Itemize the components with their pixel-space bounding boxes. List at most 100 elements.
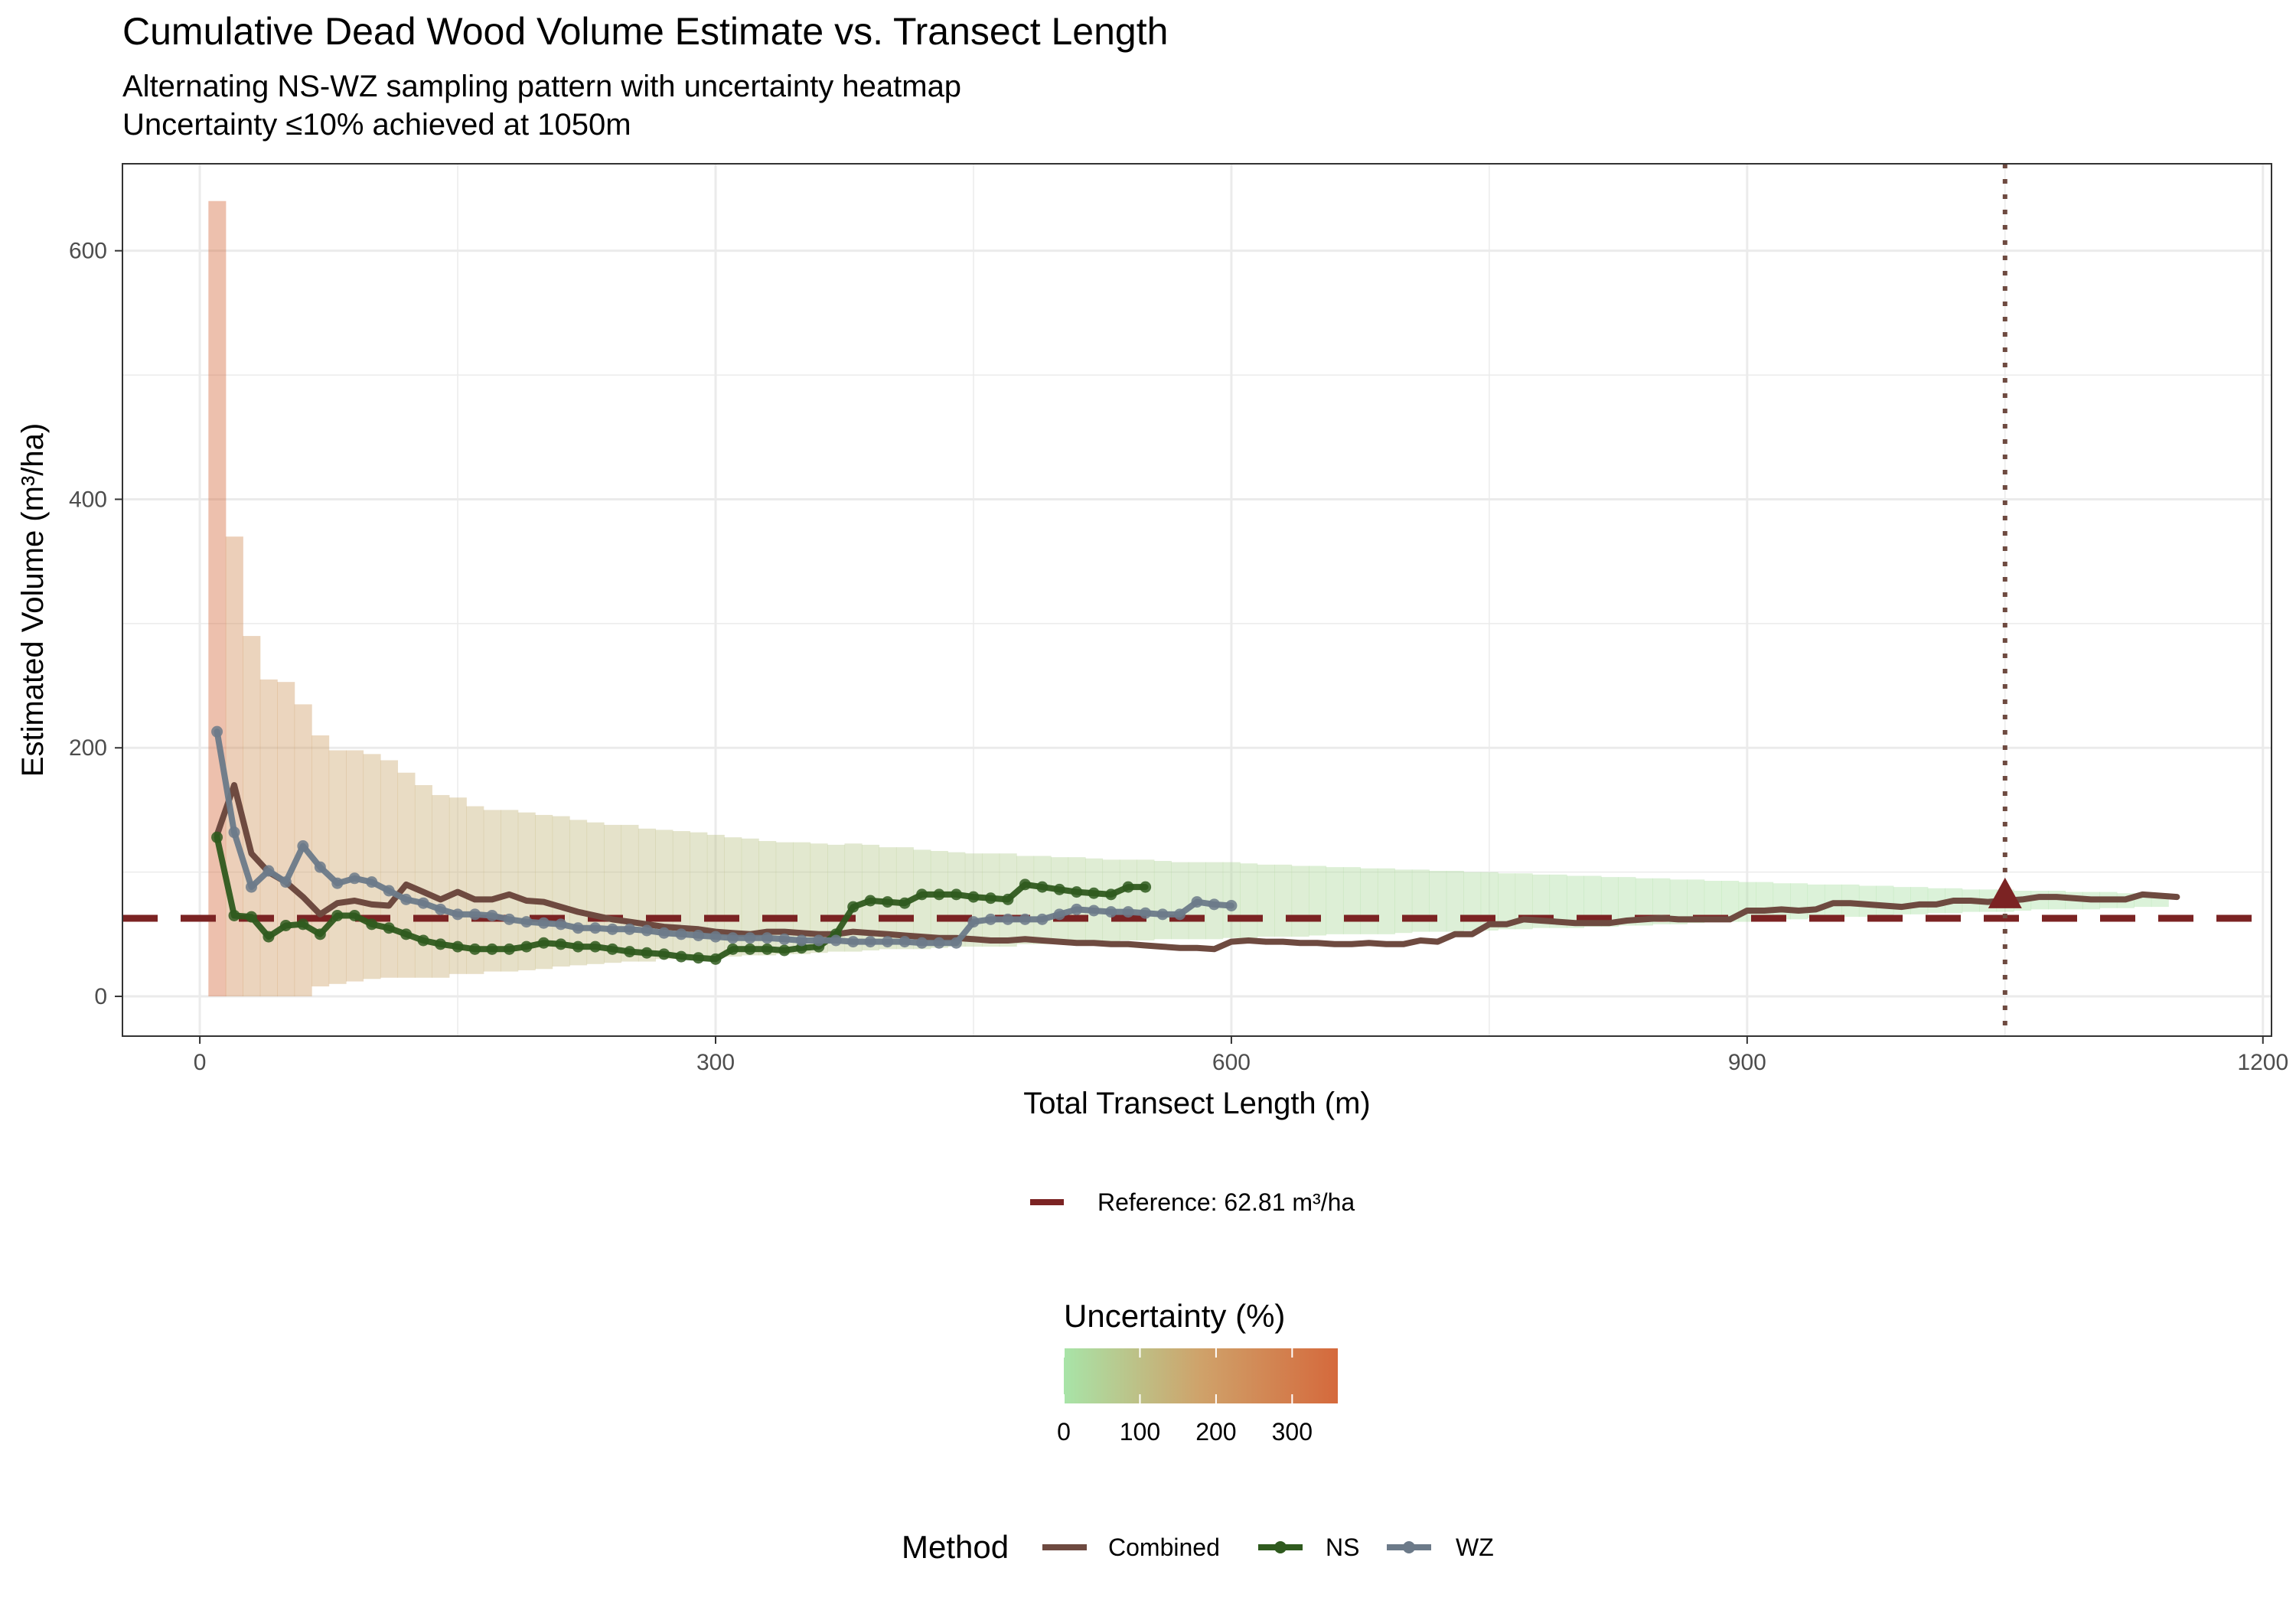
series-point-ns bbox=[916, 888, 928, 901]
uncertainty-bar bbox=[414, 784, 432, 978]
colorbar-tick-label: 200 bbox=[1195, 1418, 1236, 1446]
reference-legend: Reference: 62.81 m³/ha bbox=[1030, 1188, 1355, 1216]
uncertainty-bar bbox=[380, 760, 399, 978]
x-tick-label: 1200 bbox=[2237, 1050, 2288, 1075]
uncertainty-bar bbox=[1583, 875, 1602, 927]
series-point-wz bbox=[951, 937, 963, 949]
series-point-ns bbox=[624, 946, 636, 958]
series-point-wz bbox=[469, 908, 481, 921]
series-point-wz bbox=[263, 865, 275, 877]
series-point-wz bbox=[675, 928, 687, 940]
series-point-wz bbox=[726, 932, 739, 944]
uncertainty-bar bbox=[1240, 863, 1258, 938]
uncertainty-bar bbox=[706, 834, 725, 957]
series-point-ns bbox=[1105, 888, 1117, 901]
uncertainty-bar bbox=[1137, 859, 1155, 940]
uncertainty-bar bbox=[1102, 859, 1120, 942]
uncertainty-bar bbox=[724, 837, 742, 957]
series-point-ns bbox=[778, 944, 791, 957]
series-point-ns bbox=[572, 940, 584, 953]
uncertainty-bar bbox=[432, 794, 450, 978]
y-tick-label: 200 bbox=[69, 735, 107, 761]
y-tick-label: 0 bbox=[94, 984, 107, 1009]
series-point-wz bbox=[864, 936, 876, 948]
uncertainty-bar bbox=[741, 838, 759, 956]
series-point-wz bbox=[847, 936, 859, 948]
series-point-ns bbox=[761, 943, 773, 955]
uncertainty-bar bbox=[517, 812, 536, 970]
colorbar-tick-label: 100 bbox=[1120, 1418, 1160, 1446]
series-point-ns bbox=[1036, 881, 1049, 893]
series-point-wz bbox=[744, 932, 756, 944]
series-point-wz bbox=[1071, 903, 1083, 915]
series-point-ns bbox=[1122, 881, 1134, 893]
uncertainty-bar bbox=[243, 636, 261, 997]
series-point-wz bbox=[1174, 908, 1186, 921]
uncertainty-bar bbox=[1687, 879, 1705, 924]
series-point-wz bbox=[1105, 906, 1117, 918]
series-point-ns bbox=[847, 901, 859, 913]
series-point-wz bbox=[417, 897, 429, 909]
series-point-ns bbox=[366, 918, 378, 931]
series-point-ns bbox=[520, 940, 533, 953]
uncertainty-bar bbox=[1618, 877, 1636, 926]
series-point-wz bbox=[933, 937, 945, 949]
uncertainty-bar bbox=[1429, 871, 1447, 932]
series-point-ns bbox=[400, 928, 413, 940]
series-point-wz bbox=[606, 923, 618, 935]
series-point-wz bbox=[1088, 905, 1100, 917]
series-point-wz bbox=[1208, 898, 1220, 911]
uncertainty-bar bbox=[810, 843, 828, 953]
uncertainty-bar bbox=[1033, 856, 1052, 944]
uncertainty-bar bbox=[535, 814, 553, 970]
series-point-ns bbox=[245, 911, 257, 923]
series-point-ns bbox=[882, 896, 894, 908]
series-point-ns bbox=[933, 888, 945, 901]
uncertainty-bar bbox=[1600, 877, 1619, 927]
series-point-wz bbox=[693, 929, 705, 941]
series-point-wz bbox=[761, 932, 773, 944]
method-legend-title: Method bbox=[902, 1529, 1009, 1565]
threshold-marker bbox=[1988, 877, 2022, 908]
uncertainty-bar bbox=[1068, 857, 1086, 942]
series-point-ns bbox=[331, 909, 344, 921]
uncertainty-bar bbox=[1773, 883, 1791, 920]
uncertainty-bar bbox=[552, 816, 570, 967]
uncertainty-bar bbox=[328, 750, 347, 984]
uncertainty-bar bbox=[1721, 881, 1740, 922]
series-point-wz bbox=[1053, 908, 1065, 921]
uncertainty-bar bbox=[483, 810, 501, 972]
uncertainty-legend: Uncertainty (%) 0 100 200 300 bbox=[1057, 1298, 1338, 1446]
series-point-ns bbox=[263, 931, 275, 943]
x-tick-label: 600 bbox=[1212, 1050, 1251, 1075]
series-point-wz bbox=[314, 861, 326, 873]
series-point-wz bbox=[709, 931, 722, 943]
uncertainty-bar bbox=[844, 843, 863, 952]
colorbar-tick-label: 300 bbox=[1272, 1418, 1313, 1446]
uncertainty-bar bbox=[1342, 867, 1362, 934]
uncertainty-bar bbox=[346, 750, 364, 982]
series-point-ns bbox=[709, 953, 722, 965]
series-point-wz bbox=[1019, 913, 1031, 925]
series-point-ns bbox=[1019, 878, 1031, 891]
uncertainty-bar bbox=[1309, 865, 1327, 936]
series-point-wz bbox=[984, 913, 996, 925]
series-point-wz bbox=[589, 922, 602, 934]
uncertainty-bar bbox=[1084, 858, 1104, 942]
series-point-ns bbox=[1071, 886, 1083, 898]
uncertainty-bar bbox=[1257, 864, 1275, 937]
uncertainty-bar bbox=[1446, 871, 1464, 932]
series-point-ns bbox=[744, 943, 756, 955]
series-point-ns bbox=[537, 937, 550, 949]
uncertainty-bar bbox=[501, 810, 519, 972]
series-point-wz bbox=[383, 885, 395, 897]
uncertainty-bar bbox=[311, 735, 330, 987]
series-point-wz bbox=[1191, 896, 1203, 908]
series-point-wz bbox=[435, 903, 447, 915]
series-point-wz bbox=[1002, 913, 1014, 925]
series-point-ns bbox=[452, 940, 464, 953]
y-tick-label: 400 bbox=[69, 487, 107, 512]
series-point-ns bbox=[383, 922, 395, 934]
uncertainty-bar bbox=[363, 754, 381, 980]
